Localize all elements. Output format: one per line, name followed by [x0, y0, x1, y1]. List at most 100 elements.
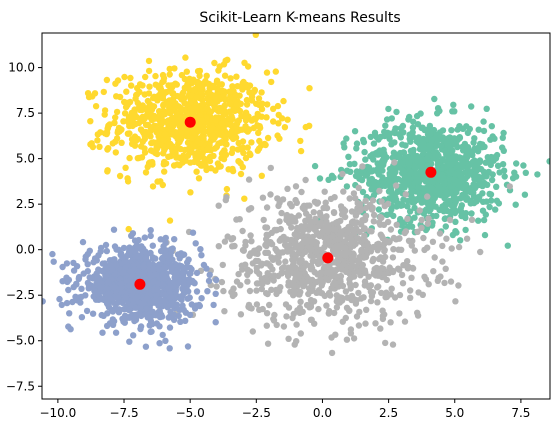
- scatter-point: [421, 273, 428, 280]
- scatter-point: [418, 224, 425, 232]
- scatter-point: [362, 156, 369, 163]
- scatter-point: [122, 164, 129, 171]
- scatter-point: [416, 169, 423, 177]
- scatter-point: [159, 95, 167, 102]
- scatter-point: [89, 143, 97, 151]
- scatter-point: [213, 283, 220, 290]
- scatter-point: [494, 162, 502, 169]
- scatter-point: [390, 149, 398, 156]
- scatter-point: [212, 94, 219, 102]
- scatter-point: [432, 134, 439, 142]
- scatter-point: [142, 73, 149, 81]
- scatter-point: [267, 164, 274, 172]
- scatter-point: [179, 302, 186, 309]
- scatter-point: [399, 122, 407, 130]
- scatter-point: [387, 319, 394, 326]
- scatter-point: [421, 246, 428, 254]
- scatter-point: [65, 286, 72, 294]
- scatter-point: [203, 72, 210, 80]
- scatter-point: [341, 144, 348, 151]
- scatter-point: [181, 99, 188, 107]
- scatter-point: [120, 244, 128, 252]
- y-tick-label: 2.5: [16, 197, 35, 211]
- scatter-point: [495, 200, 503, 207]
- scatter-point: [512, 201, 519, 208]
- scatter-point: [103, 247, 111, 255]
- scatter-point: [414, 312, 422, 319]
- scatter-point: [487, 158, 494, 166]
- chart-title: Scikit-Learn K-means Results: [199, 10, 400, 26]
- scatter-point: [369, 256, 377, 264]
- scatter-point: [230, 285, 237, 292]
- scatter-point: [132, 253, 139, 260]
- scatter-point: [409, 265, 417, 272]
- scatter-point: [155, 265, 162, 273]
- scatter-point: [450, 138, 457, 146]
- scatter-point: [264, 270, 271, 277]
- scatter-point: [397, 159, 404, 166]
- scatter-point: [263, 310, 271, 317]
- scatter-point: [121, 110, 129, 117]
- scatter-point: [450, 101, 457, 109]
- scatter-point: [316, 209, 324, 216]
- scatter-point: [125, 130, 132, 137]
- scatter-point: [262, 141, 269, 149]
- scatter-point: [473, 167, 480, 174]
- scatter-point: [219, 87, 226, 94]
- scatter-point: [175, 279, 182, 286]
- scatter-point: [306, 304, 313, 311]
- scatter-point: [121, 259, 128, 266]
- scatter-point: [171, 236, 178, 243]
- scatter-point: [377, 221, 384, 228]
- scatter-point: [103, 76, 111, 84]
- scatter-point: [116, 172, 124, 180]
- scatter-point: [84, 268, 92, 275]
- scatter-point: [480, 127, 488, 135]
- scatter-point: [441, 180, 448, 187]
- y-tick-label: 5.0: [16, 152, 35, 166]
- scatter-point: [219, 132, 227, 140]
- scatter-point: [391, 159, 398, 166]
- scatter-point: [343, 135, 350, 142]
- scatter-point: [439, 203, 446, 210]
- scatter-point: [480, 118, 487, 125]
- scatter-point: [425, 146, 432, 153]
- scatter-point: [235, 117, 243, 124]
- scatter-point: [180, 270, 187, 277]
- scatter-point: [50, 258, 57, 265]
- scatter-point: [228, 149, 236, 157]
- scatter-point: [546, 158, 550, 165]
- scatter-point: [207, 165, 215, 172]
- scatter-point: [339, 243, 346, 251]
- scatter-point: [479, 198, 487, 205]
- scatter-point: [267, 191, 274, 198]
- scatter-point: [220, 61, 228, 68]
- scatter-point: [182, 54, 189, 61]
- scatter-point: [188, 135, 196, 142]
- scatter-point: [450, 205, 458, 212]
- scatter-point: [152, 122, 159, 130]
- scatter-point: [459, 147, 467, 154]
- scatter-point: [384, 218, 392, 226]
- scatter-point: [272, 68, 279, 75]
- scatter-point: [146, 322, 153, 329]
- scatter-point: [151, 271, 158, 278]
- scatter-point: [379, 174, 386, 181]
- scatter-point: [149, 255, 157, 263]
- scatter-point: [343, 304, 351, 311]
- scatter-point: [418, 124, 425, 132]
- scatter-point: [340, 188, 347, 195]
- scatter-point: [420, 234, 427, 242]
- scatter-point: [362, 197, 369, 204]
- scatter-point: [407, 294, 414, 301]
- scatter-point: [218, 278, 226, 286]
- scatter-point: [387, 291, 394, 298]
- scatter-point: [468, 210, 475, 217]
- scatter-point: [347, 285, 354, 292]
- scatter-point: [355, 184, 362, 191]
- scatter-point: [393, 221, 400, 228]
- scatter-point: [165, 101, 172, 108]
- scatter-point: [248, 238, 255, 245]
- scatter-point: [246, 304, 254, 311]
- scatter-point: [66, 310, 73, 317]
